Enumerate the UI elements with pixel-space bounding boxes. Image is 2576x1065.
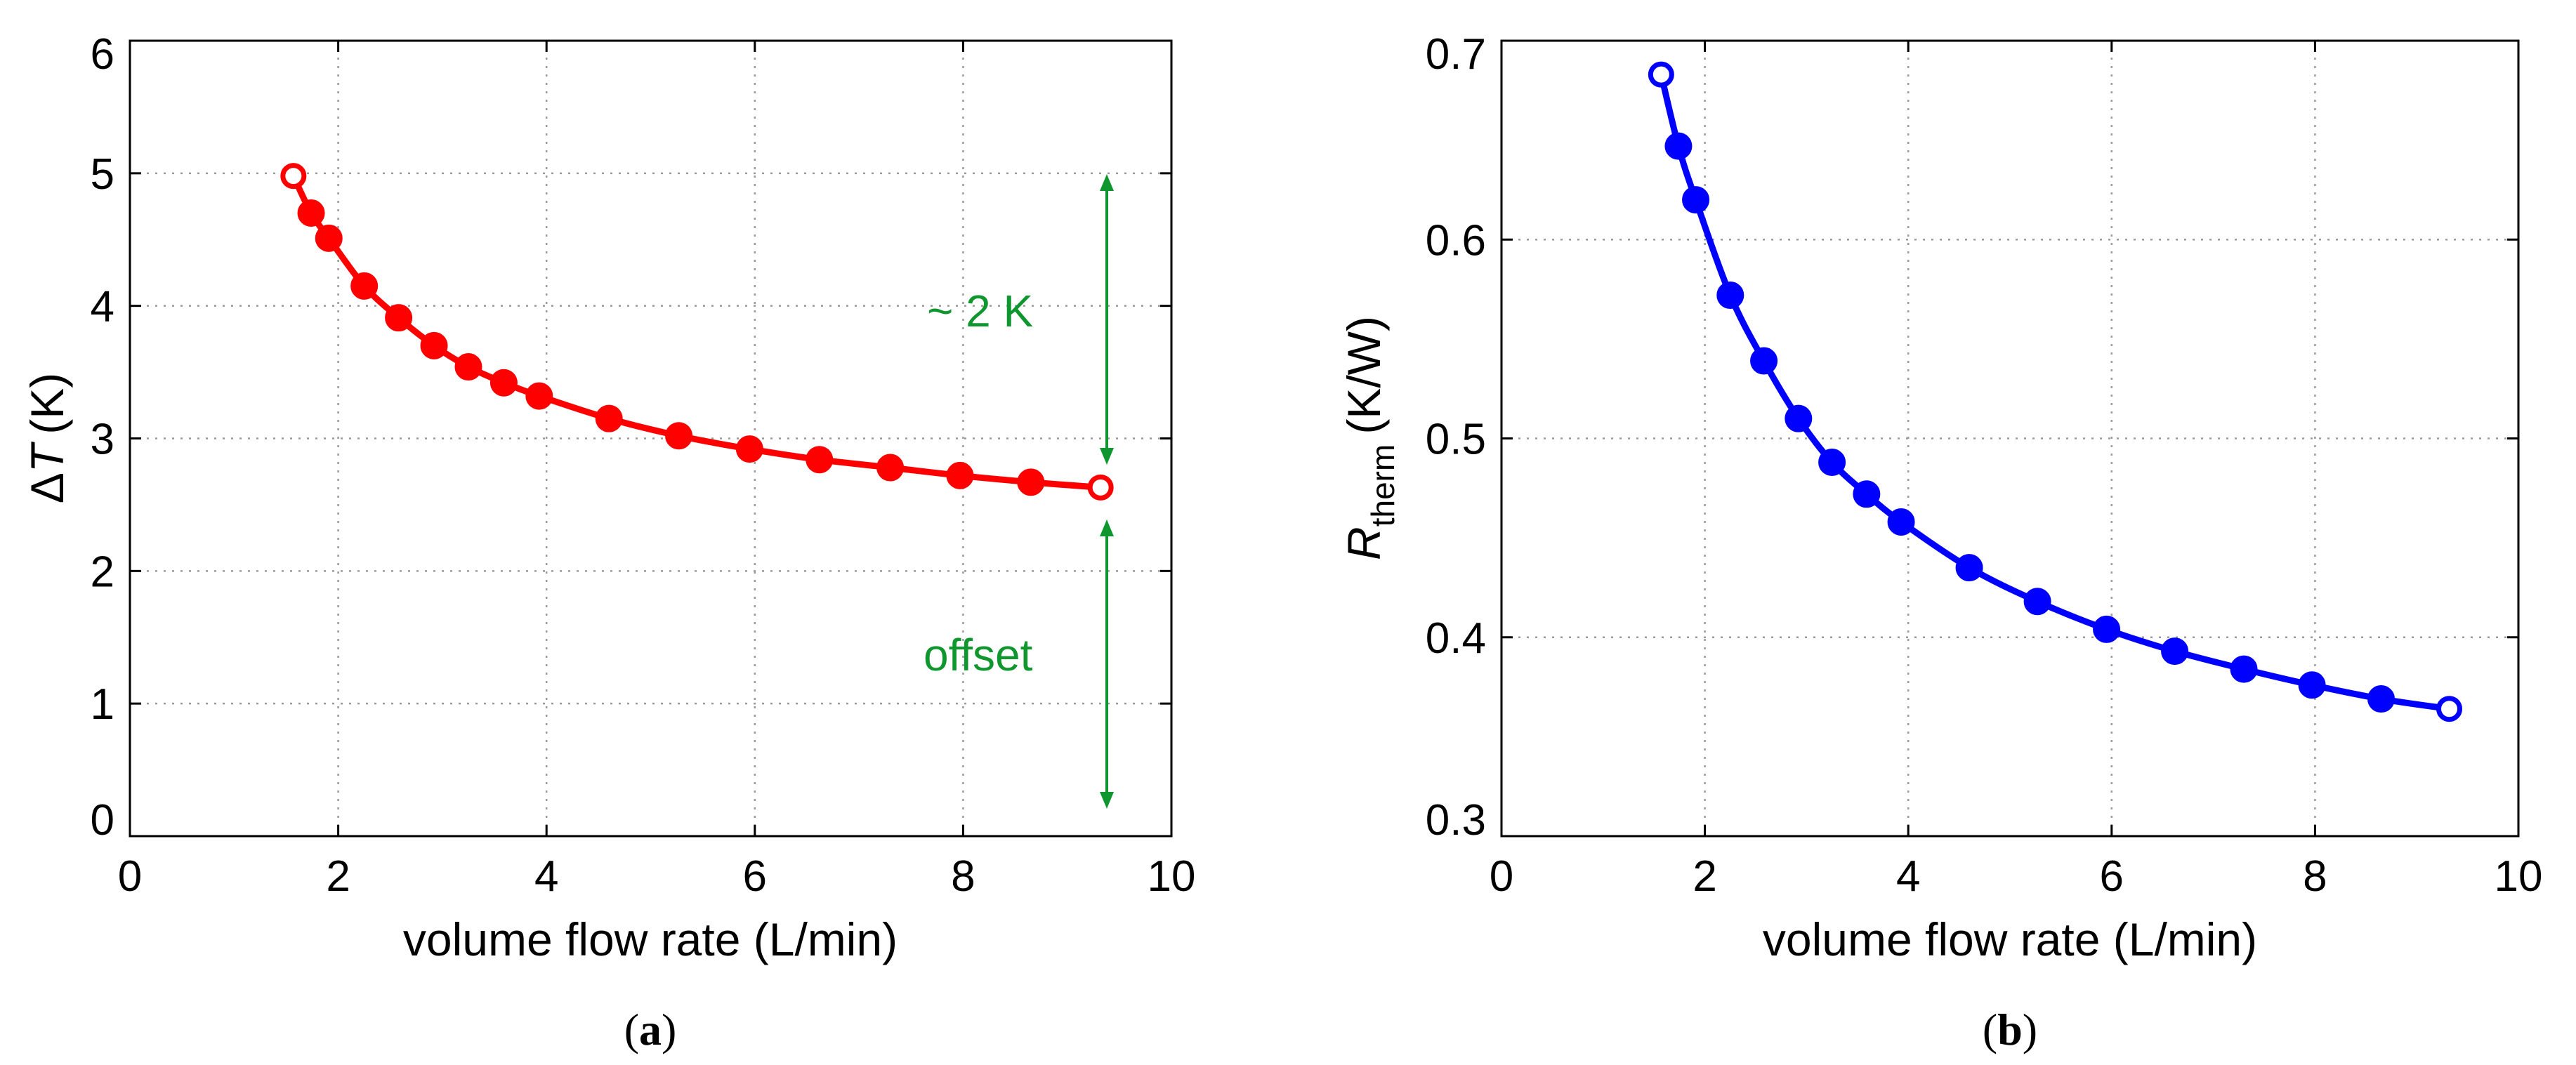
- panel-b-grid: [1501, 41, 2518, 836]
- panel-a-xtick-label: 4: [534, 852, 558, 901]
- panel-a-data-point: [946, 461, 974, 489]
- panel-a-data-point: [297, 199, 325, 227]
- panel-a-caption: (a): [624, 1005, 677, 1054]
- panel-a-data-point: [1017, 468, 1045, 496]
- panel-b-data-point: [1887, 508, 1915, 536]
- panel-b-ytick-label: 0.5: [1426, 416, 1486, 464]
- panel-a-series: [280, 163, 1114, 501]
- panel-a-ytick-label: 5: [91, 150, 114, 199]
- panel-a-ylabel: ΔT (K): [21, 373, 73, 503]
- panel-b-data-point: [1648, 61, 1674, 88]
- panel-b-data-point: [2161, 637, 2189, 666]
- panel-a-ytick-label: 1: [91, 680, 114, 729]
- panel-b-series-line: [1657, 74, 2450, 713]
- panel-a-xtick-label: 8: [951, 852, 975, 901]
- panel-a-ytick-label: 4: [91, 283, 114, 331]
- panel-a-caption-letter: a: [639, 1005, 662, 1054]
- panel-a-xlabel: volume flow rate (L/min): [403, 913, 898, 965]
- panel-b-xlabel: volume flow rate (L/min): [1763, 913, 2257, 965]
- panel-b-ytick-label: 0.3: [1426, 796, 1486, 845]
- panel-b-ticks: 0 2 4 6 8 10 0.3 0.4 0.5 0.6 0.7: [1426, 30, 2543, 901]
- annotation-offset-label: offset: [924, 630, 1033, 680]
- panel-a-ytick-label: 0: [91, 796, 114, 845]
- panel-b-data-point: [2023, 588, 2051, 616]
- panel-a-ticks: 0 2 4 6 8 10 0 1 2 3 4 5 6: [91, 30, 1196, 901]
- panel-a-data-point: [595, 404, 623, 432]
- panel-b-series: [1648, 61, 2463, 722]
- panel-b-ytick-label: 0.4: [1426, 614, 1486, 663]
- panel-b-xtick-label: 6: [2100, 852, 2124, 901]
- panel-a-data-point: [665, 422, 693, 450]
- panel-a-ylabel-unit: (K): [21, 373, 73, 435]
- panel-a-data-point: [350, 272, 379, 300]
- panel-b-ytick-label: 0.6: [1426, 216, 1486, 265]
- annotation-offset-arrow: [1100, 520, 1114, 809]
- panel-a-data-point: [454, 353, 482, 381]
- panel-b-data-point: [1818, 448, 1846, 476]
- annotation-range-arrow: [1100, 174, 1114, 465]
- panel-b-data-point: [1716, 282, 1744, 310]
- panel-b-data-point: [1664, 132, 1693, 160]
- panel-a-ylabel-delta: Δ: [21, 472, 73, 503]
- panel-a-grid: [130, 41, 1171, 836]
- panel-a-ylabel-var: T: [21, 441, 73, 472]
- panel-b-data-point: [2298, 671, 2326, 699]
- panel-a-ytick-label: 6: [91, 30, 114, 79]
- panel-b-data-point: [2230, 655, 2258, 683]
- panel-a-xtick-label: 10: [1148, 852, 1196, 901]
- panel-b-ylabel-sub: therm: [1365, 444, 1401, 527]
- panel-b-xtick-label: 8: [2303, 852, 2327, 901]
- panel-a-xtick-label: 0: [118, 852, 142, 901]
- panel-a-data-point: [385, 304, 413, 332]
- panel-b-data-point: [1955, 554, 1983, 582]
- panel-b-caption-letter: b: [1997, 1005, 2023, 1054]
- panel-a-data-point: [735, 435, 763, 463]
- panel-b-xtick-label: 0: [1490, 852, 1513, 901]
- panel-b-xtick-label: 10: [2495, 852, 2543, 901]
- panel-b-ylabel: Rtherm (K/W): [1338, 316, 1401, 560]
- panel-b-ytick-label: 0.7: [1426, 30, 1486, 79]
- panel-b-xtick-label: 2: [1693, 852, 1716, 901]
- panel-b-data-point: [1682, 186, 1710, 214]
- panel-a-data-point: [420, 331, 448, 359]
- panel-a-data-point: [315, 224, 343, 252]
- panel-b-data-point: [1750, 347, 1778, 375]
- panel-a-ytick-label: 2: [91, 548, 114, 596]
- panel-b-caption: (b): [1983, 1005, 2037, 1054]
- panel-b-data-point: [2093, 615, 2121, 643]
- panel-b-data-point: [2436, 696, 2463, 722]
- panel-b-data-point: [1853, 480, 1881, 508]
- panel-b-data-point: [2367, 685, 2396, 713]
- annotation-2k-label: ~ 2 K: [927, 286, 1033, 336]
- panel-b-chart: 0 2 4 6 8 10 0.3 0.4 0.5 0.6 0.7 volume flow rate …: [1338, 30, 2542, 1054]
- panel-b-data-point: [1785, 404, 1813, 432]
- panel-b-ylabel-unit: (K/W): [1338, 316, 1390, 435]
- panel-b-ylabel-var: R: [1338, 527, 1390, 560]
- panel-a-ytick-label: 3: [91, 416, 114, 464]
- panel-a-data-point: [280, 163, 307, 190]
- panel-a-data-point: [876, 454, 905, 482]
- panel-a-data-point: [525, 382, 553, 410]
- panel-a-data-point: [1087, 474, 1114, 501]
- panel-a-data-point: [806, 446, 834, 474]
- panel-a-xtick-label: 6: [743, 852, 767, 901]
- panel-b-xtick-label: 4: [1896, 852, 1920, 901]
- panel-a-data-point: [489, 369, 518, 397]
- panel-a-chart: 0 2 4 6 8 10 0 1 2 3 4 5 6 ~ 2 K offset volume flow …: [21, 30, 1195, 1054]
- panel-a-xtick-label: 2: [326, 852, 350, 901]
